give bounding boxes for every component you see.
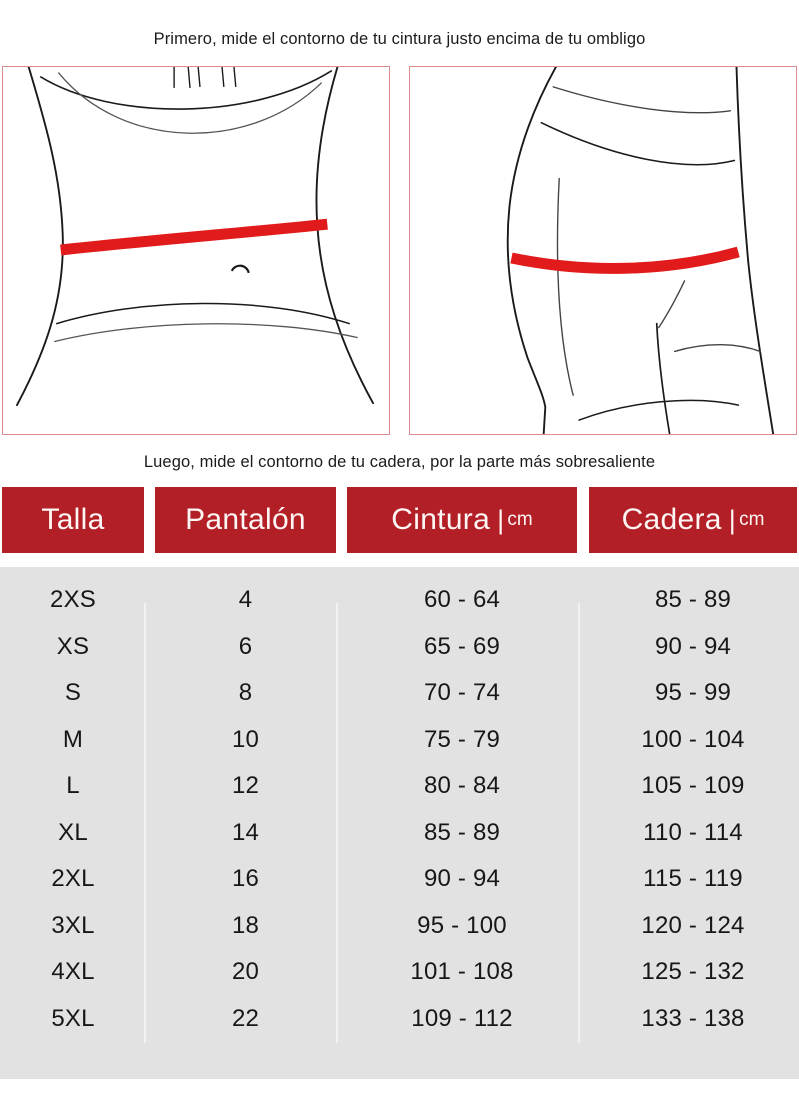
- size-cell: 2XL: [51, 865, 95, 892]
- waist-range-cell: 75 - 79: [423, 725, 501, 753]
- size-cell: L: [66, 772, 80, 799]
- waist-range-cell: 60 - 64: [423, 586, 501, 613]
- waist-range-cell: 65 - 69: [423, 632, 501, 660]
- table-row: 2XS 4 60 - 64 85 - 89: [0, 577, 799, 624]
- table-row: L 12 80 - 84 105 - 109: [0, 763, 799, 810]
- hip-range-cell: 120 - 124: [641, 911, 745, 939]
- hip-measure-band: [510, 246, 740, 274]
- illustration-panels: [0, 66, 799, 435]
- waist-instruction-text: Primero, mide el contorno de tu cintura …: [153, 30, 646, 48]
- pant-size-cell: 12: [231, 772, 260, 799]
- waist-range-cell: 90 - 94: [423, 865, 501, 892]
- size-cell: 2XS: [50, 586, 96, 613]
- pant-size-cell: 22: [231, 1004, 260, 1032]
- waist-measure-band: [60, 218, 328, 256]
- column-header-cintura: Cintura | cm: [347, 487, 577, 553]
- waist-range-cell: 101 - 108: [410, 958, 514, 985]
- hip-range-cell: 100 - 104: [641, 725, 745, 753]
- pant-size-cell: 6: [238, 632, 253, 660]
- hip-range-cell: 85 - 89: [654, 586, 732, 613]
- column-header-talla-label: Talla: [41, 503, 105, 536]
- table-row: M 10 75 - 79 100 - 104: [0, 717, 799, 764]
- size-chart-table: Talla Pantalón Cintura | cm Cadera | cm …: [0, 487, 799, 1079]
- table-header-row: Talla Pantalón Cintura | cm Cadera | cm: [0, 487, 799, 555]
- size-cell: XL: [58, 818, 88, 846]
- column-header-cadera-label: Cadera: [621, 503, 722, 536]
- table-row: 5XL 22 109 - 112 133 - 138: [0, 996, 799, 1043]
- hip-range-cell: 115 - 119: [643, 865, 743, 892]
- hip-range-cell: 95 - 99: [654, 679, 732, 706]
- waist-range-cell: 70 - 74: [423, 679, 501, 706]
- table-rows: 2XS 4 60 - 64 85 - 89 XS 6 65 - 69 90 - 94 S 8 70 …: [0, 577, 799, 1042]
- navel-mark: [230, 264, 250, 274]
- hip-range-cell: 90 - 94: [654, 632, 732, 660]
- pant-size-cell: 4: [238, 586, 253, 613]
- cadera-unit-label: cm: [739, 509, 765, 530]
- size-cell: 5XL: [51, 1004, 95, 1032]
- column-divider: [144, 603, 146, 1043]
- hip-range-cell: 125 - 132: [641, 958, 745, 985]
- size-cell: M: [62, 725, 84, 753]
- column-header-cadera: Cadera | cm: [589, 487, 797, 553]
- pant-size-cell: 14: [231, 818, 260, 846]
- table-row: 2XL 16 90 - 94 115 - 119: [0, 856, 799, 903]
- waist-range-cell: 85 - 89: [423, 818, 501, 846]
- table-row: 4XL 20 101 - 108 125 - 132: [0, 949, 799, 996]
- table-row: XL 14 85 - 89 110 - 114: [0, 810, 799, 857]
- pant-size-cell: 16: [231, 865, 260, 892]
- table-row: 3XL 18 95 - 100 120 - 124: [0, 903, 799, 950]
- hip-instruction-text: Luego, mide el contorno de tu cadera, po…: [143, 453, 656, 471]
- hip-range-cell: 110 - 114: [643, 818, 743, 846]
- column-header-cintura-label: Cintura: [391, 503, 491, 536]
- column-divider: [336, 603, 338, 1043]
- column-header-talla: Talla: [2, 487, 144, 553]
- hip-range-cell: 105 - 109: [641, 772, 745, 799]
- table-row: S 8 70 - 74 95 - 99: [0, 670, 799, 717]
- table-row: XS 6 65 - 69 90 - 94: [0, 624, 799, 671]
- pant-size-cell: 10: [231, 725, 260, 753]
- cintura-unit-separator: |: [497, 504, 505, 535]
- hip-range-cell: 133 - 138: [641, 1004, 745, 1032]
- waist-range-cell: 80 - 84: [423, 772, 501, 799]
- side-hip-diagram: [409, 66, 797, 435]
- front-torso-waist-diagram: [2, 66, 390, 435]
- pant-size-cell: 8: [238, 679, 253, 706]
- cintura-unit-label: cm: [507, 509, 533, 530]
- pant-size-cell: 20: [231, 958, 260, 985]
- table-body: 2XS 4 60 - 64 85 - 89 XS 6 65 - 69 90 - 94 S 8 70 …: [0, 567, 799, 1079]
- size-cell: XS: [56, 632, 90, 660]
- column-divider: [578, 603, 580, 1043]
- column-header-pantalon: Pantalón: [155, 487, 336, 553]
- side-hip-illustration: [506, 67, 775, 434]
- front-torso-illustration: [15, 67, 375, 407]
- cadera-unit-separator: |: [728, 504, 737, 535]
- waist-range-cell: 95 - 100: [417, 911, 507, 939]
- size-cell: 3XL: [51, 911, 95, 939]
- size-cell: S: [64, 679, 82, 706]
- size-cell: 4XL: [51, 958, 95, 985]
- pant-size-cell: 18: [231, 911, 260, 939]
- waist-range-cell: 109 - 112: [411, 1004, 513, 1032]
- column-header-pantalon-label: Pantalón: [185, 503, 306, 536]
